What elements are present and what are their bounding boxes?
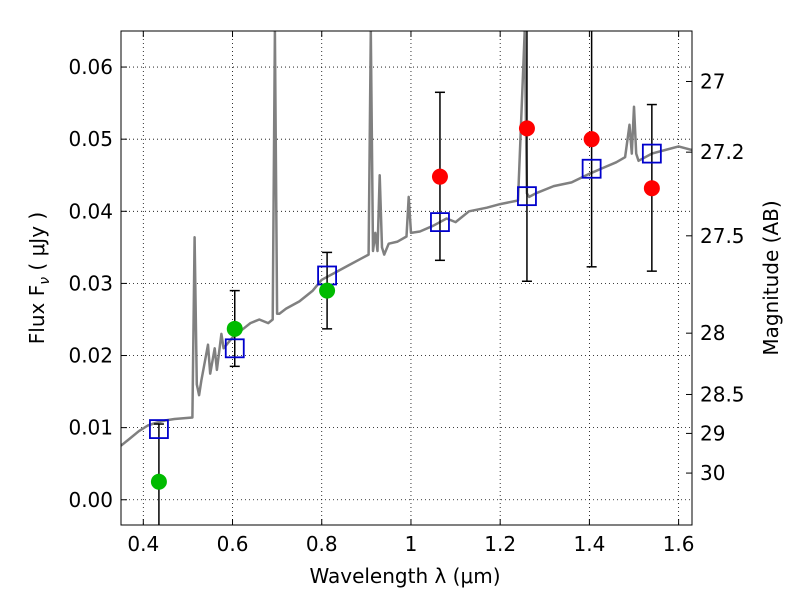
template-spectrum xyxy=(121,31,692,447)
right-tick-label: 30 xyxy=(700,461,725,485)
y-axis-label-subscript: ν xyxy=(37,277,53,285)
right-tick-label: 29 xyxy=(700,421,725,445)
x-axis: 0.4 0.6 0.8 1 1.2 1.4 1.6 xyxy=(127,31,695,556)
x-tick-label: 1.4 xyxy=(573,532,605,556)
data-point-marker xyxy=(226,320,243,337)
x-tick-label: 0.4 xyxy=(127,532,159,556)
model-square-marker xyxy=(149,419,169,439)
grid-lines xyxy=(121,31,692,525)
plot-frame xyxy=(120,30,693,526)
x-axis-label: Wavelength λ (μm) xyxy=(309,564,500,588)
y-axis-right: 27 27.2 27.5 28 28.5 29 30 xyxy=(686,69,745,485)
template-spectrum-line xyxy=(121,31,692,447)
right-tick-label: 27.2 xyxy=(700,140,745,164)
model-square-marker xyxy=(430,212,450,233)
y-tick-label: 0.04 xyxy=(68,199,113,223)
y-axis-right-label: Magnitude (AB) xyxy=(759,200,783,355)
error-bars xyxy=(153,31,657,525)
model-square-marker xyxy=(641,143,662,164)
data-markers xyxy=(149,120,662,490)
data-point-marker xyxy=(150,473,167,490)
right-tick-label: 27 xyxy=(700,69,725,93)
y-tick-label: 0.02 xyxy=(68,344,113,368)
y-tick-label: 0.01 xyxy=(68,416,113,440)
y-axis-label: Flux Fν ( μJy ) xyxy=(25,212,53,344)
right-tick-label: 28 xyxy=(700,321,725,345)
y-tick-label: 0.00 xyxy=(68,488,113,512)
data-point-marker xyxy=(431,168,448,185)
model-square-marker xyxy=(581,158,602,179)
y-tick-label: 0.03 xyxy=(68,271,113,295)
data-point-marker xyxy=(583,131,600,148)
right-tick-label: 27.5 xyxy=(700,224,745,248)
y-axis-label-unit: ( μJy ) xyxy=(25,212,49,277)
y-axis-label-main: Flux F xyxy=(25,285,49,344)
data-point-marker xyxy=(518,120,535,137)
x-tick-label: 0.8 xyxy=(306,532,338,556)
x-tick-label: 1 xyxy=(405,532,418,556)
y-axis-left: 0.00 0.01 0.02 0.03 0.04 0.05 0.06 xyxy=(68,55,127,512)
model-square-marker xyxy=(224,338,245,359)
model-square-marker xyxy=(517,186,537,207)
y-tick-label: 0.05 xyxy=(68,127,113,151)
x-tick-label: 1.2 xyxy=(484,532,516,556)
data-point-marker xyxy=(319,282,336,299)
y-tick-label: 0.06 xyxy=(68,55,113,79)
data-point-marker xyxy=(643,180,660,197)
right-tick-label: 28.5 xyxy=(700,382,745,406)
x-tick-label: 1.6 xyxy=(663,532,695,556)
x-tick-label: 0.6 xyxy=(217,532,249,556)
